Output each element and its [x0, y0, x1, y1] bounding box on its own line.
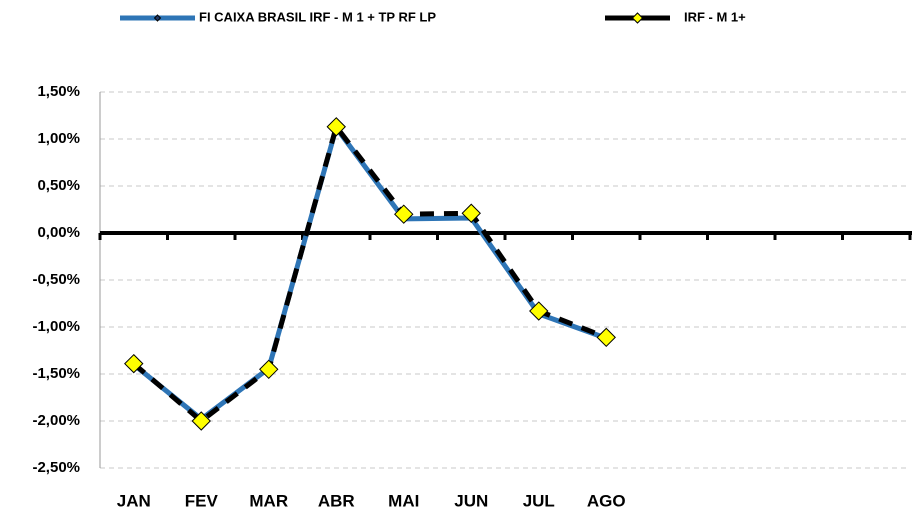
x-tick-label: FEV	[185, 491, 219, 510]
y-tick-label: -1,50%	[32, 365, 80, 382]
x-tick-label: MAI	[388, 491, 419, 510]
series-line	[132, 124, 608, 424]
y-tick-label: 0,00%	[37, 224, 80, 241]
legend-marker	[631, 12, 644, 24]
marker	[461, 203, 481, 223]
y-tick-label: -2,00%	[32, 412, 80, 429]
legend-marker	[153, 14, 162, 22]
x-tick-label: JUN	[454, 491, 488, 510]
marker	[326, 117, 346, 137]
marker	[259, 359, 279, 380]
marker	[124, 353, 144, 374]
y-tick-label: -1,00%	[32, 318, 80, 335]
y-tick-label: 1,50%	[37, 83, 80, 100]
y-tick-label: -2,50%	[32, 459, 80, 476]
x-tick-label: JUL	[523, 491, 555, 510]
marker	[394, 204, 414, 224]
marker	[529, 301, 549, 321]
x-tick-label: MAR	[249, 491, 288, 510]
legend-label: IRF - M 1+	[684, 9, 746, 24]
y-tick-label: 0,50%	[37, 177, 80, 194]
x-tick-label: JAN	[117, 491, 151, 510]
x-tick-label: ABR	[318, 491, 355, 510]
marker	[596, 327, 616, 348]
y-tick-label: 1,00%	[37, 130, 80, 147]
y-tick-label: -0,50%	[32, 271, 80, 288]
x-tick-label: AGO	[587, 491, 626, 510]
legend-label: FI CAIXA BRASIL IRF - M 1 + TP RF LP	[199, 9, 436, 24]
marker	[191, 411, 211, 431]
